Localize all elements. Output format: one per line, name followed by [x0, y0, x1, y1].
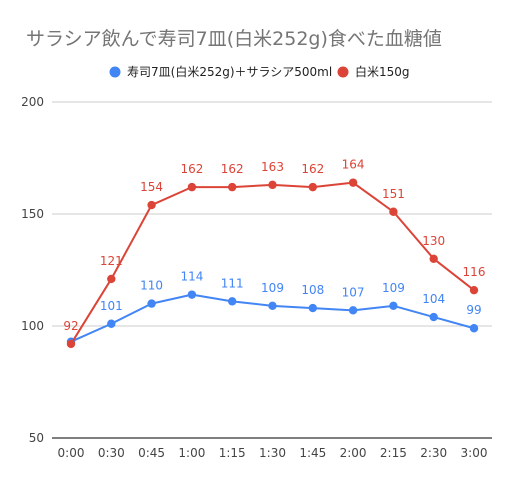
- data-label-series-1: 109: [261, 281, 284, 295]
- data-label-series-2: 163: [261, 160, 284, 174]
- legend-label-series-2: 白米150g: [355, 64, 410, 79]
- data-label-series-1: 111: [221, 276, 244, 290]
- data-point-series-1: [228, 297, 237, 306]
- data-label-series-2: 162: [301, 162, 324, 176]
- data-label-series-1: 99: [466, 303, 481, 317]
- x-tick-label: 1:00: [178, 446, 205, 460]
- legend: 寿司7皿(白米252g)＋サラシア500ml 白米150g: [109, 64, 410, 79]
- x-axis-ticks: 0:00 0:30 0:45 1:00 1:15 1:30 1:45 2:00 2:15 2:30…: [58, 446, 488, 460]
- gridlines: [52, 101, 492, 439]
- series-line-2: [70, 181, 475, 345]
- y-tick-label: 150: [21, 207, 44, 221]
- x-tick-label: 1:15: [219, 446, 246, 460]
- data-label-series-2: 116: [463, 265, 486, 279]
- x-tick-label: 2:00: [340, 446, 367, 460]
- data-label-series-1: 107: [342, 285, 365, 299]
- data-label-series-1: 108: [301, 283, 324, 297]
- data-point-series-1: [107, 319, 116, 328]
- data-point-series-1: [469, 324, 479, 333]
- data-point-series-1: [268, 301, 277, 311]
- data-point-series-2: [228, 182, 237, 192]
- y-tick-label: 50: [29, 431, 44, 445]
- legend-marker-series-2: [337, 66, 349, 78]
- data-label-series-2: 164: [342, 158, 365, 172]
- legend-label-series-1: 寿司7皿(白米252g)＋サラシア500ml: [127, 64, 332, 79]
- x-tick-label: 0:45: [138, 446, 165, 460]
- y-axis-ticks: 200 150 100 50: [21, 95, 44, 445]
- data-point-series-2: [348, 178, 358, 187]
- data-point-series-1: [389, 301, 398, 311]
- data-point-series-1: [147, 299, 156, 308]
- data-label-series-1: 110: [140, 279, 163, 293]
- x-tick-label: 0:30: [98, 446, 125, 460]
- data-label-series-1: 109: [382, 281, 405, 295]
- y-tick-label: 200: [21, 95, 44, 109]
- data-labels: 101 110 114 111 109 108 107 109 104 99 92 121 154 162…: [63, 158, 485, 333]
- data-point-series-2: [268, 180, 277, 190]
- data-point-series-2: [187, 182, 197, 192]
- x-tick-label: 0:00: [58, 446, 85, 460]
- x-tick-label: 1:30: [259, 446, 286, 460]
- legend-marker-series-1: [109, 66, 121, 78]
- data-point-series-1: [429, 312, 438, 322]
- data-label-series-2: 121: [100, 254, 123, 268]
- data-point-series-2: [308, 182, 317, 192]
- data-point-series-1: [187, 290, 197, 299]
- data-point-series-2: [429, 254, 438, 263]
- x-tick-label: 1:45: [299, 446, 326, 460]
- data-point-series-2: [389, 207, 398, 216]
- data-point-series-1: [348, 306, 358, 315]
- data-label-series-2: 162: [221, 162, 244, 176]
- data-point-series-2: [107, 274, 116, 284]
- series-layer: [66, 178, 479, 349]
- data-label-series-1: 114: [180, 270, 203, 284]
- data-label-series-1: 101: [100, 299, 123, 313]
- x-tick-label: 3:00: [461, 446, 488, 460]
- y-tick-label: 100: [21, 319, 44, 333]
- data-point-series-1: [308, 303, 317, 313]
- data-label-series-2: 92: [63, 319, 78, 333]
- chart-title: サラシア飲んで寿司7皿(白米252g)食べた血糖値: [26, 28, 442, 50]
- data-point-series-2: [66, 339, 76, 349]
- data-point-series-2: [469, 285, 479, 295]
- data-label-series-2: 151: [382, 187, 405, 201]
- data-label-series-2: 162: [180, 162, 203, 176]
- x-tick-label: 2:30: [420, 446, 447, 460]
- data-label-series-1: 104: [422, 292, 445, 306]
- x-tick-label: 2:15: [380, 446, 407, 460]
- data-label-series-2: 130: [422, 234, 445, 248]
- data-point-series-2: [147, 200, 156, 210]
- data-label-series-2: 154: [140, 180, 163, 194]
